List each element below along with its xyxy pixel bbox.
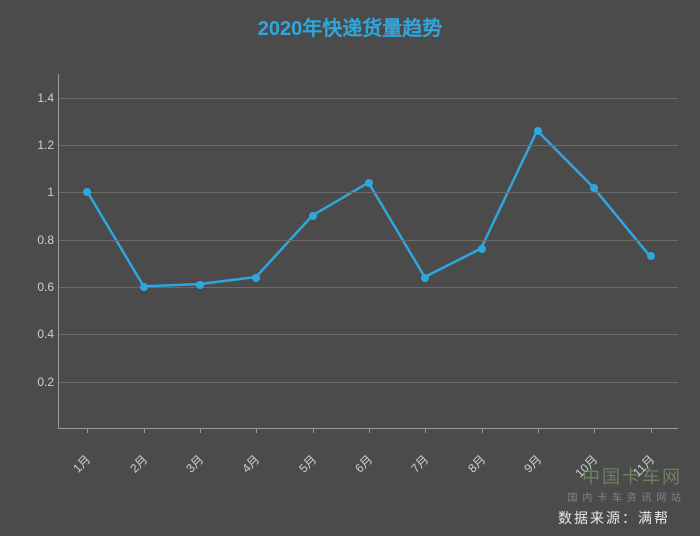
y-axis-label: 0.4 <box>18 327 54 341</box>
x-axis-label: 7月 <box>407 451 432 476</box>
x-axis-label: 10月 <box>572 451 602 481</box>
chart-title: 2020年快递货量趋势 <box>0 12 700 41</box>
x-tick <box>425 428 426 433</box>
x-axis-label: 5月 <box>294 451 319 476</box>
gridline <box>59 98 678 99</box>
data-point <box>421 274 429 282</box>
watermark-sub: 国 内 卡 车 资 讯 网 站 <box>568 489 682 504</box>
x-tick <box>538 428 539 433</box>
x-axis-label: 9月 <box>520 451 545 476</box>
x-tick <box>87 428 88 433</box>
series-line <box>87 131 649 287</box>
x-tick <box>651 428 652 433</box>
x-tick <box>144 428 145 433</box>
gridline <box>59 334 678 335</box>
data-point <box>647 252 655 260</box>
data-point <box>365 179 373 187</box>
data-point <box>140 283 148 291</box>
chart-area: 0.2 0.4 0.6 0.8 1 1.2 1.4 1月 2月 3月 4月 5月 6月 7月 8月 9月 10月… <box>10 56 690 486</box>
data-point <box>534 127 542 135</box>
y-axis-label: 1.4 <box>18 91 54 105</box>
gridline <box>59 240 678 241</box>
x-tick <box>313 428 314 433</box>
data-point <box>309 212 317 220</box>
data-source-label: 数据来源：满帮 <box>558 508 670 528</box>
x-tick <box>594 428 595 433</box>
chart-container: 2020年快递货量趋势 0.2 0.4 0.6 0.8 1 1.2 1.4 1月 2月 3月 4月 5… <box>0 0 700 536</box>
gridline <box>59 287 678 288</box>
plot-area <box>58 74 678 429</box>
data-point <box>478 245 486 253</box>
y-axis-label: 1.2 <box>18 138 54 152</box>
x-axis-label: 1月 <box>69 451 94 476</box>
x-axis-label: 4月 <box>238 451 263 476</box>
line-series <box>59 74 678 428</box>
x-axis-label: 2月 <box>125 451 150 476</box>
gridline <box>59 192 678 193</box>
x-tick <box>369 428 370 433</box>
y-axis-label: 1 <box>18 185 54 199</box>
x-tick <box>256 428 257 433</box>
x-axis-label: 8月 <box>464 451 489 476</box>
y-axis-label: 0.6 <box>18 280 54 294</box>
data-point <box>252 274 260 282</box>
gridline <box>59 382 678 383</box>
gridline <box>59 145 678 146</box>
x-tick <box>200 428 201 433</box>
y-axis-label: 0.2 <box>18 375 54 389</box>
x-axis-label: 3月 <box>182 451 207 476</box>
y-axis-label: 0.8 <box>18 233 54 247</box>
x-axis-label: 11月 <box>629 451 658 480</box>
data-point <box>196 281 204 289</box>
x-tick <box>482 428 483 433</box>
x-axis-label: 6月 <box>351 451 376 476</box>
